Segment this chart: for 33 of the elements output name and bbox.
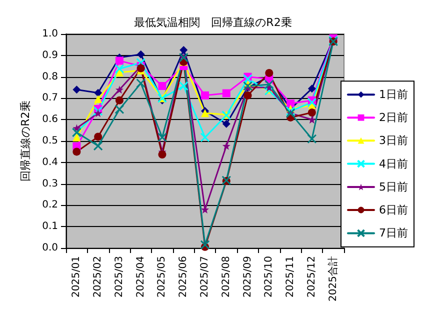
x-tick-label: 2025/06 (178, 256, 190, 298)
x-tick-label: 2025/04 (135, 256, 146, 298)
x-tick-label: 2025/02 (92, 256, 104, 298)
y-tick-label: 0.2 (42, 200, 58, 211)
x-tick-label: 2025/11 (285, 256, 296, 298)
y-tick-label: 0.4 (42, 156, 58, 168)
y-tick-label: 0.9 (42, 50, 58, 61)
x-tick-label: 2025/09 (242, 256, 254, 298)
chart-title: 最低気温相関 回帰直線のR2乗 (134, 16, 292, 29)
legend-label: 4日前 (379, 157, 408, 170)
y-tick-label: 0.3 (42, 178, 58, 190)
x-tick-label: 2025/01 (71, 256, 82, 298)
y-tick-label: 0.8 (42, 71, 58, 82)
legend-label: 6日前 (379, 204, 408, 216)
legend-label: 1日前 (379, 88, 408, 102)
y-tick-label: 0.5 (42, 136, 58, 146)
y-tick-label: 0.1 (42, 221, 58, 232)
x-tick-label: 2025/03 (114, 256, 125, 298)
legend-label: 7日前 (379, 226, 408, 240)
x-tick-label: 2025/07 (200, 256, 210, 298)
x-tick-label: 2025合計 (326, 256, 339, 302)
x-tick-label: 2025/10 (264, 256, 275, 298)
y-tick-label: 0.6 (42, 114, 58, 126)
legend-label: 2日前 (379, 111, 408, 124)
y-tick-label: 1.0 (42, 28, 58, 40)
legend-label: 3日前 (379, 134, 408, 148)
x-tick-label: 2025/08 (220, 256, 232, 298)
y-tick-label: 0.0 (42, 242, 58, 254)
x-tick-label: 2025/05 (156, 256, 168, 298)
y-tick-label: 0.7 (42, 92, 58, 104)
x-tick-label: 2025/12 (306, 256, 318, 298)
legend-label: 5日前 (379, 180, 408, 194)
y-axis-title: 回帰直線のR2乗 (19, 100, 32, 182)
